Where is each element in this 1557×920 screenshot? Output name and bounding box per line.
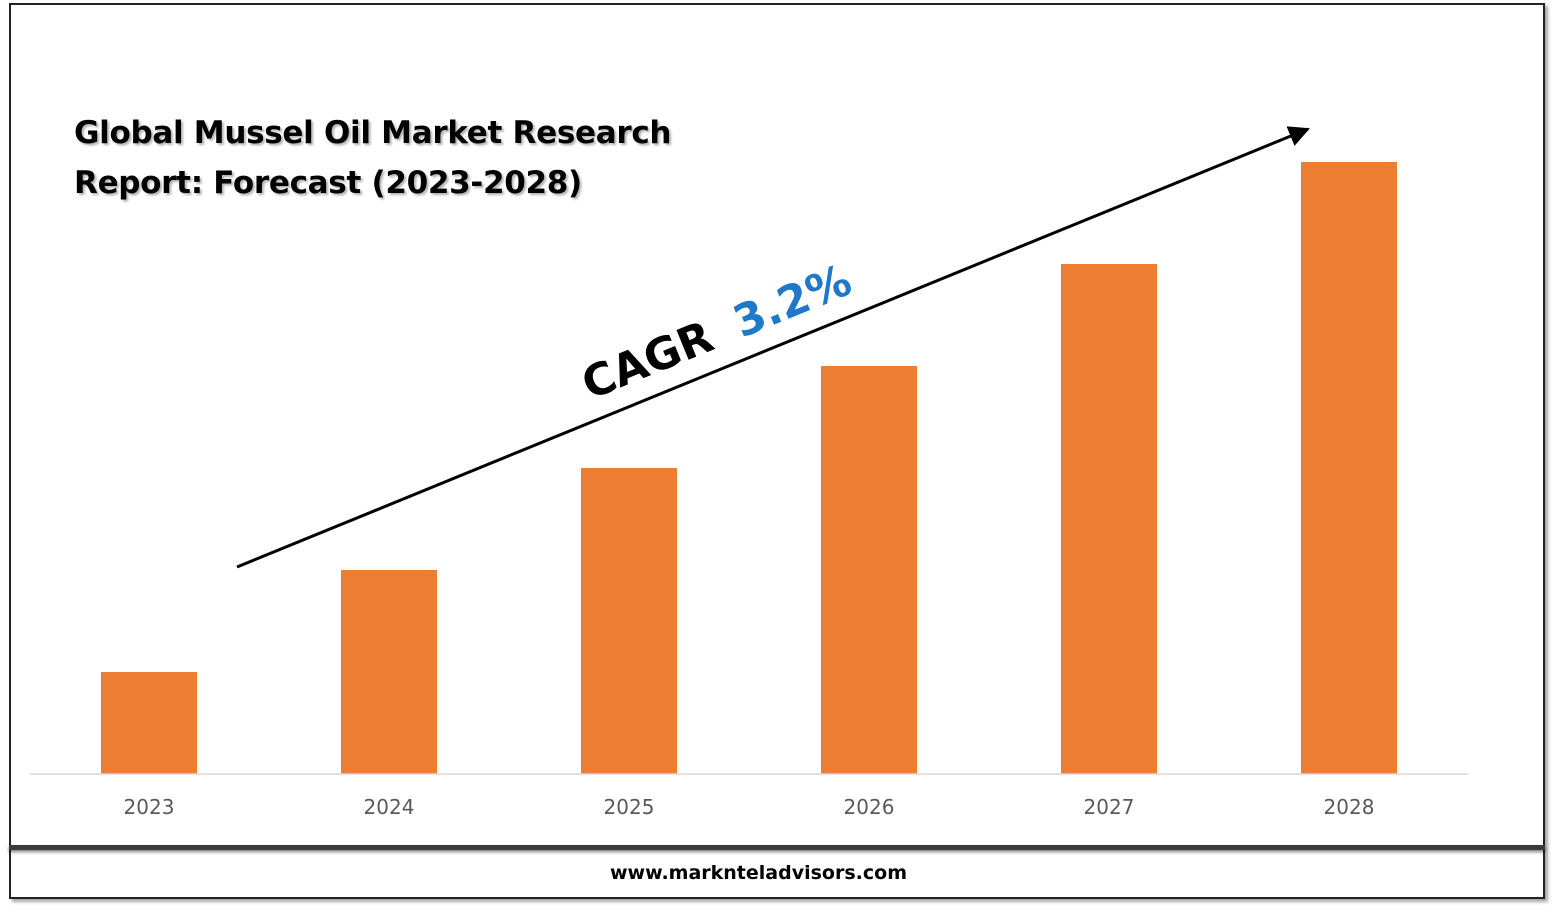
bar-2026 bbox=[821, 366, 917, 774]
x-tick-label-2023: 2023 bbox=[124, 795, 175, 819]
chart-title: Global Mussel Oil Market Research Report… bbox=[74, 108, 671, 208]
bar-2024 bbox=[341, 570, 437, 774]
bar-2023 bbox=[101, 672, 197, 774]
cagr-annotation: CAGR 3.2% bbox=[575, 255, 859, 410]
footer-website-url: www.marknteladvisors.com bbox=[610, 862, 907, 884]
bars bbox=[101, 162, 1397, 774]
bar-2025 bbox=[581, 468, 677, 774]
trend-arrow bbox=[236, 126, 1310, 569]
title-line-2: Report: Forecast (2023-2028) bbox=[74, 165, 582, 201]
x-axis-tick-labels: 2023 2024 2025 2026 2027 2028 bbox=[124, 795, 1375, 819]
cagr-label: CAGR bbox=[575, 311, 721, 410]
x-tick-label-2026: 2026 bbox=[844, 795, 895, 819]
footer-divider bbox=[9, 845, 1545, 850]
cagr-value: 3.2% bbox=[726, 255, 858, 348]
chart-frame bbox=[9, 3, 1545, 899]
bar-2028 bbox=[1301, 162, 1397, 774]
title-line-1: Global Mussel Oil Market Research bbox=[74, 115, 672, 151]
x-tick-label-2027: 2027 bbox=[1084, 795, 1135, 819]
x-tick-label-2024: 2024 bbox=[364, 795, 415, 819]
bar-2027 bbox=[1061, 264, 1157, 774]
x-tick-label-2028: 2028 bbox=[1324, 795, 1375, 819]
x-tick-label-2025: 2025 bbox=[604, 795, 655, 819]
